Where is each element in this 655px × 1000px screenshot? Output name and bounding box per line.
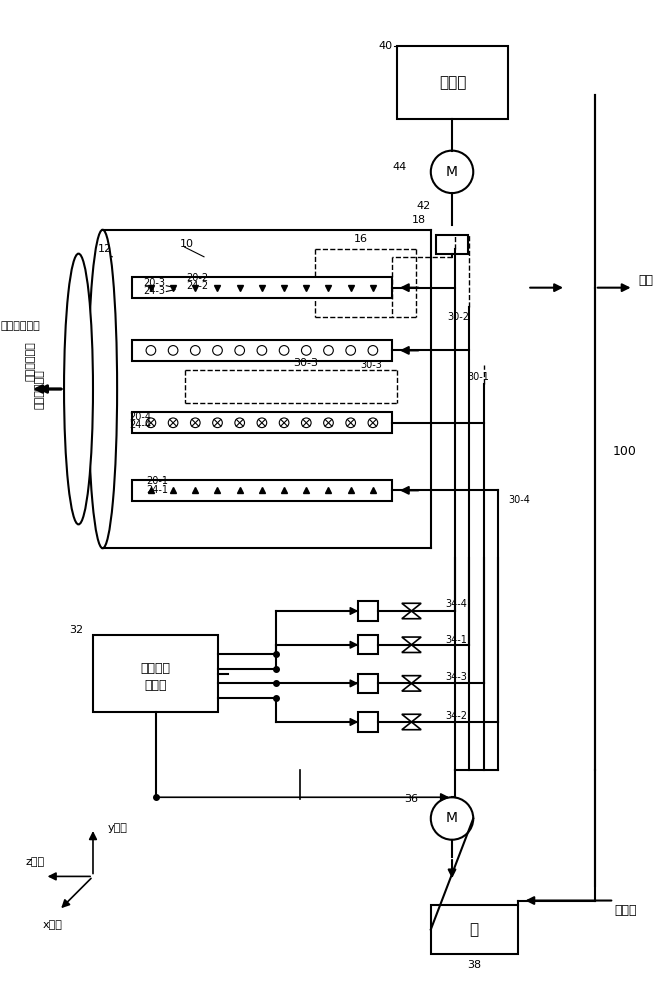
Ellipse shape — [64, 254, 93, 524]
Text: 100: 100 — [612, 445, 636, 458]
Circle shape — [368, 346, 378, 355]
Bar — [358, 635, 378, 654]
Bar — [436, 235, 468, 254]
Text: 24-1: 24-1 — [146, 485, 168, 495]
Circle shape — [146, 346, 156, 355]
Circle shape — [431, 797, 474, 840]
Bar — [431, 905, 517, 954]
Bar — [132, 480, 392, 501]
Circle shape — [301, 418, 311, 428]
Bar — [93, 635, 219, 712]
Circle shape — [324, 418, 333, 428]
Circle shape — [279, 418, 289, 428]
Bar — [397, 46, 508, 119]
Text: 34-4: 34-4 — [445, 599, 467, 609]
Polygon shape — [402, 722, 421, 730]
Text: 废水: 废水 — [638, 274, 653, 287]
Text: 处理后的废气: 处理后的废气 — [26, 341, 35, 381]
Circle shape — [235, 346, 244, 355]
Text: 24-3: 24-3 — [143, 286, 165, 296]
Bar — [132, 412, 392, 433]
Text: 24-2: 24-2 — [187, 281, 209, 291]
Bar — [132, 340, 392, 361]
Bar — [358, 674, 378, 693]
Text: 12: 12 — [98, 244, 112, 254]
Text: z方向: z方向 — [26, 857, 45, 867]
Text: 24-4: 24-4 — [129, 420, 151, 430]
Text: 40: 40 — [378, 41, 392, 51]
Polygon shape — [402, 611, 421, 619]
Circle shape — [235, 418, 244, 428]
Text: 34-3: 34-3 — [445, 672, 467, 682]
Polygon shape — [402, 645, 421, 652]
Circle shape — [191, 346, 200, 355]
Bar — [358, 601, 378, 621]
Circle shape — [324, 346, 333, 355]
Circle shape — [191, 418, 200, 428]
Text: 10: 10 — [180, 239, 194, 249]
Text: 泵: 泵 — [470, 922, 479, 937]
Text: 30-3: 30-3 — [293, 358, 318, 368]
Text: 20-1: 20-1 — [146, 476, 168, 486]
Polygon shape — [402, 714, 421, 722]
Circle shape — [257, 346, 267, 355]
Circle shape — [168, 418, 178, 428]
Text: 42: 42 — [417, 201, 431, 211]
Text: M: M — [446, 165, 458, 179]
Polygon shape — [402, 683, 421, 691]
Polygon shape — [402, 637, 421, 645]
Circle shape — [346, 418, 356, 428]
Bar — [132, 277, 392, 298]
Polygon shape — [402, 603, 421, 611]
Circle shape — [213, 346, 222, 355]
Circle shape — [146, 418, 156, 428]
Text: 38: 38 — [467, 960, 481, 970]
Circle shape — [213, 418, 222, 428]
Text: 30-2: 30-2 — [447, 312, 470, 322]
Text: 34-1: 34-1 — [445, 635, 467, 645]
Text: 44: 44 — [392, 162, 407, 172]
Circle shape — [301, 346, 311, 355]
Circle shape — [168, 346, 178, 355]
Text: 控制部: 控制部 — [145, 679, 167, 692]
Text: 30-3: 30-3 — [361, 360, 383, 370]
Text: 处理后的废气: 处理后的废气 — [35, 369, 45, 409]
Circle shape — [368, 418, 378, 428]
Text: x方向: x方向 — [43, 920, 62, 930]
Text: 36: 36 — [404, 794, 419, 804]
Text: 20-2: 20-2 — [187, 273, 209, 283]
Text: 20-4: 20-4 — [129, 412, 151, 422]
Circle shape — [346, 346, 356, 355]
Text: 20-3: 20-3 — [143, 278, 165, 288]
Text: y方向: y方向 — [107, 823, 127, 833]
Text: M: M — [446, 811, 458, 825]
Text: 废气源: 废气源 — [439, 75, 466, 90]
Text: 处理后的废气: 处理后的废气 — [1, 321, 41, 331]
Circle shape — [257, 418, 267, 428]
Text: 18: 18 — [412, 215, 426, 225]
Text: 34-2: 34-2 — [445, 711, 467, 721]
Circle shape — [431, 151, 474, 193]
Text: 取水口: 取水口 — [614, 904, 637, 917]
Bar — [358, 712, 378, 732]
Text: 液体流量: 液体流量 — [141, 662, 171, 675]
Ellipse shape — [88, 230, 117, 548]
Text: 32: 32 — [69, 625, 83, 635]
Text: 30-4: 30-4 — [508, 495, 530, 505]
Polygon shape — [402, 676, 421, 683]
Text: 30-1: 30-1 — [467, 372, 489, 382]
Circle shape — [279, 346, 289, 355]
Text: 16: 16 — [354, 234, 368, 244]
